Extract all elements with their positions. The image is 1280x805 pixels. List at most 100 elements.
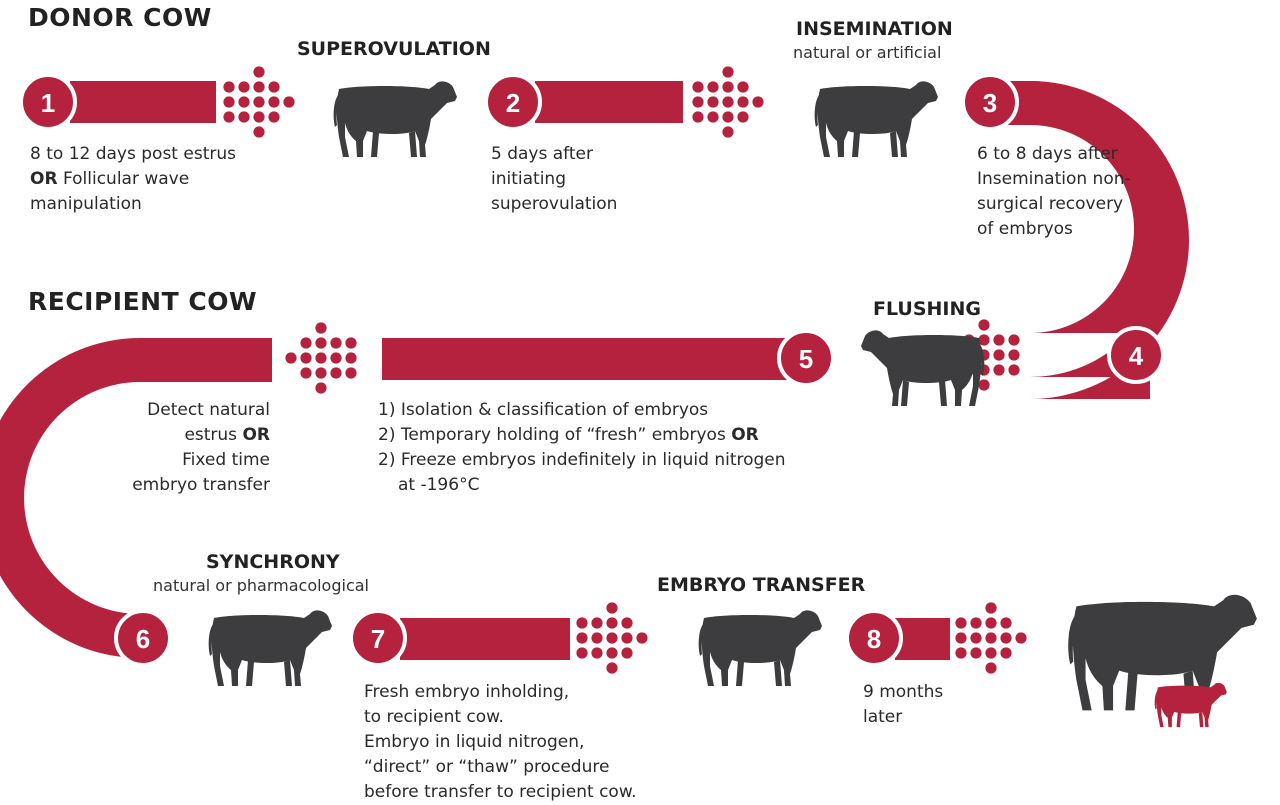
arrow-dot	[722, 96, 734, 108]
desc-line: 6 to 8 days after	[977, 144, 1118, 164]
arrow-dot	[692, 96, 704, 108]
arrow-dot	[345, 367, 357, 379]
arrow-dot	[993, 364, 1005, 376]
arrow-dot	[1008, 364, 1020, 376]
arrow-dot	[752, 96, 764, 108]
arrow-dot	[1000, 617, 1012, 629]
arrow-dot	[268, 96, 280, 108]
desc-line: initiating	[491, 169, 566, 189]
desc-line: of embryos	[977, 219, 1073, 239]
arrow-dot	[621, 632, 633, 644]
step1-description: 8 to 12 days post estrus OR Follicular w…	[30, 142, 236, 217]
arrow-dot	[737, 96, 749, 108]
arrow-dot	[722, 66, 734, 78]
arrow-dot	[955, 647, 967, 659]
arrow-dot	[268, 81, 280, 93]
arrow-dot	[606, 602, 618, 614]
step-8: 8	[845, 609, 903, 667]
step-7: 7	[349, 609, 407, 667]
desc-line: Insemination non-	[977, 169, 1131, 189]
step-4: 4	[1107, 326, 1165, 384]
arrow-dot	[692, 111, 704, 123]
arrow-dot	[576, 632, 588, 644]
track-bar-8	[895, 618, 950, 660]
arrow-dot	[1000, 632, 1012, 644]
arrow-dot	[970, 632, 982, 644]
arrow-dot	[722, 81, 734, 93]
desc-line: before transfer to recipient cow.	[364, 782, 637, 802]
arrow-dot	[330, 367, 342, 379]
calf-icon	[1154, 682, 1227, 728]
step-number: 5	[799, 344, 813, 374]
step2-description: 5 days after initiating superovulation	[491, 142, 617, 217]
arrow-dot	[253, 96, 265, 108]
arrow-dot	[955, 617, 967, 629]
arrow-dot	[955, 632, 967, 644]
arrow-dot	[722, 126, 734, 138]
desc-line: surgical recovery	[977, 194, 1124, 214]
step-number: 1	[41, 88, 55, 118]
desc-line: Follicular wave	[62, 169, 190, 189]
arrow-dot	[223, 111, 235, 123]
arrow-dot	[253, 81, 265, 93]
step-number: 7	[371, 624, 385, 654]
arrow-dot	[1000, 647, 1012, 659]
synchrony-label: SYNCHRONY	[206, 551, 340, 573]
cow-icon	[208, 610, 332, 686]
arrow-dot	[1008, 349, 1020, 361]
desc-line: “direct” or “thaw” procedure	[364, 757, 610, 777]
step3-description: 6 to 8 days after Insemination non- surg…	[977, 142, 1131, 242]
arrow-dot	[345, 337, 357, 349]
desc-line: embryo transfer	[132, 475, 270, 495]
arrow-dot	[300, 352, 312, 364]
arrow-dot	[238, 81, 250, 93]
arrow-dot	[345, 352, 357, 364]
cow-icon	[333, 81, 457, 157]
arrow-dot	[591, 647, 603, 659]
arrow-dot	[985, 647, 997, 659]
desc-line: 8 to 12 days post estrus	[30, 144, 236, 164]
desc-line: estrus	[184, 425, 238, 445]
arrow-dot	[238, 111, 250, 123]
recipient-cow-title: RECIPIENT COW	[28, 287, 258, 316]
arrow-dot	[985, 617, 997, 629]
arrow-dot	[330, 352, 342, 364]
track-bar-2	[535, 81, 683, 123]
step-6: 6	[114, 609, 172, 667]
arrow-dot	[707, 81, 719, 93]
arrow-dot	[978, 319, 990, 331]
step6-description: Detect natural estrus OR Fixed time embr…	[60, 398, 270, 498]
desc-line: later	[863, 707, 903, 727]
arrow-dot	[606, 617, 618, 629]
step7-description: Fresh embryo inholding, to recipient cow…	[364, 680, 637, 805]
arrow-dot	[692, 81, 704, 93]
arrow-dot	[330, 337, 342, 349]
step-circles: 1 2 3 4 5 6 7 8	[19, 73, 1165, 667]
or-keyword: OR	[30, 169, 58, 189]
arrow-dot	[985, 662, 997, 674]
dot-arrow-icon	[955, 602, 1027, 674]
arrow-dot	[591, 617, 603, 629]
step-1: 1	[19, 73, 77, 131]
track-curve-right-fill	[1000, 81, 1178, 377]
desc-line: 2) Freeze embryos indefinitely in liquid…	[378, 450, 786, 470]
desc-line: 9 months	[863, 682, 944, 702]
arrow-dot	[576, 647, 588, 659]
dot-arrow-icon	[576, 602, 648, 674]
step-5: 5	[777, 329, 835, 387]
arrow-dot	[606, 662, 618, 674]
arrow-dot	[993, 334, 1005, 346]
arrow-dot	[993, 349, 1005, 361]
arrow-dot	[970, 647, 982, 659]
flushing-label: FLUSHING	[873, 298, 981, 320]
arrow-dot	[985, 602, 997, 614]
arrow-dot	[621, 647, 633, 659]
arrow-dot	[737, 81, 749, 93]
cow-icon	[861, 330, 985, 406]
arrow-dot	[253, 111, 265, 123]
arrow-dot	[315, 322, 327, 334]
arrow-dot	[315, 352, 327, 364]
arrow-dot	[315, 337, 327, 349]
arrow-dot	[1015, 632, 1027, 644]
desc-line: 5 days after	[491, 144, 593, 164]
